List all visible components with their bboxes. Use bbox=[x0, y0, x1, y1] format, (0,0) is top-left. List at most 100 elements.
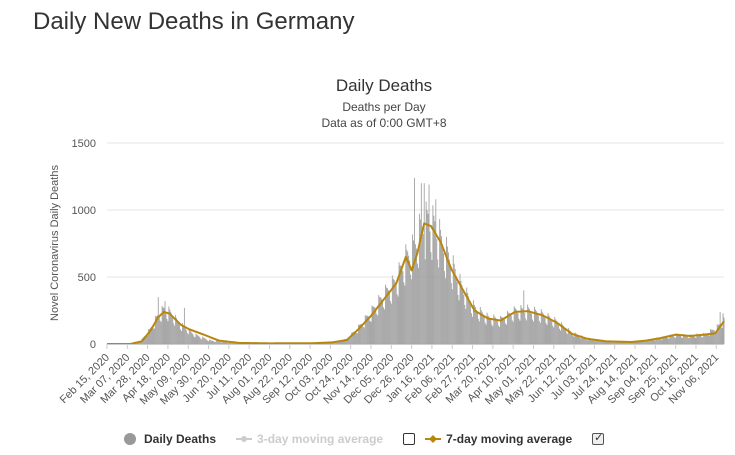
daily-deaths-bar[interactable] bbox=[366, 315, 368, 344]
daily-deaths-bar[interactable] bbox=[520, 305, 522, 344]
daily-deaths-bar[interactable] bbox=[223, 341, 225, 344]
daily-deaths-bar[interactable] bbox=[403, 282, 405, 344]
daily-deaths-bar[interactable] bbox=[178, 322, 179, 344]
daily-deaths-bar[interactable] bbox=[162, 307, 164, 344]
daily-deaths-bar[interactable] bbox=[661, 339, 663, 344]
daily-deaths-bar[interactable] bbox=[539, 322, 541, 344]
daily-deaths-bar[interactable] bbox=[181, 330, 182, 344]
daily-deaths-bar[interactable] bbox=[379, 296, 381, 344]
daily-deaths-bar[interactable] bbox=[602, 340, 604, 344]
daily-deaths-bar[interactable] bbox=[703, 332, 705, 344]
daily-deaths-bar[interactable] bbox=[409, 260, 411, 344]
daily-deaths-bar[interactable] bbox=[681, 337, 682, 344]
daily-deaths-bar[interactable] bbox=[161, 305, 163, 344]
daily-deaths-bar[interactable] bbox=[711, 329, 713, 344]
daily-deaths-bar[interactable] bbox=[568, 329, 570, 344]
daily-deaths-bar[interactable] bbox=[488, 316, 490, 344]
daily-deaths-bar[interactable] bbox=[459, 273, 461, 344]
daily-deaths-bar[interactable] bbox=[191, 333, 193, 344]
daily-deaths-bar[interactable] bbox=[690, 334, 692, 344]
daily-deaths-bar[interactable] bbox=[496, 319, 498, 344]
daily-deaths-bar[interactable] bbox=[722, 313, 724, 344]
daily-deaths-bar[interactable] bbox=[617, 341, 619, 344]
daily-deaths-bar[interactable] bbox=[671, 335, 673, 344]
daily-deaths-bar[interactable] bbox=[138, 342, 140, 344]
daily-deaths-bar[interactable] bbox=[631, 341, 633, 344]
daily-deaths-bar[interactable] bbox=[369, 320, 371, 344]
daily-deaths-bar[interactable] bbox=[620, 342, 621, 344]
daily-deaths-bar[interactable] bbox=[215, 340, 217, 344]
daily-deaths-bar[interactable] bbox=[562, 324, 563, 344]
daily-deaths-bar[interactable] bbox=[654, 340, 656, 344]
daily-deaths-bar[interactable] bbox=[570, 332, 572, 344]
daily-deaths-bar[interactable] bbox=[169, 309, 171, 344]
daily-deaths-bar[interactable] bbox=[528, 307, 530, 344]
daily-deaths-bar[interactable] bbox=[433, 215, 435, 344]
daily-deaths-bar[interactable] bbox=[360, 324, 362, 344]
daily-deaths-bar[interactable] bbox=[658, 338, 660, 344]
daily-deaths-bar[interactable] bbox=[652, 339, 654, 344]
daily-deaths-bar[interactable] bbox=[674, 337, 676, 344]
daily-deaths-bar[interactable] bbox=[613, 342, 615, 344]
daily-deaths-bar[interactable] bbox=[437, 259, 439, 344]
daily-deaths-bar[interactable] bbox=[410, 274, 412, 344]
daily-deaths-bar[interactable] bbox=[336, 342, 338, 344]
daily-deaths-bar[interactable] bbox=[446, 236, 447, 344]
daily-deaths-bar[interactable] bbox=[535, 311, 537, 344]
daily-deaths-bar[interactable] bbox=[571, 333, 573, 344]
daily-deaths-bar[interactable] bbox=[216, 341, 218, 344]
daily-deaths-bar[interactable] bbox=[627, 342, 629, 345]
daily-deaths-bar[interactable] bbox=[679, 335, 680, 344]
daily-deaths-bar[interactable] bbox=[499, 327, 501, 344]
daily-deaths-bar[interactable] bbox=[357, 333, 358, 344]
daily-deaths-bar[interactable] bbox=[529, 309, 531, 344]
daily-deaths-bar[interactable] bbox=[157, 297, 159, 344]
daily-deaths-bar[interactable] bbox=[670, 335, 672, 344]
daily-deaths-bar[interactable] bbox=[574, 332, 576, 344]
daily-deaths-bar[interactable] bbox=[212, 341, 214, 344]
daily-deaths-bar[interactable] bbox=[377, 315, 379, 344]
daily-deaths-bar[interactable] bbox=[466, 287, 468, 344]
daily-deaths-bar[interactable] bbox=[632, 341, 634, 344]
daily-deaths-bar[interactable] bbox=[513, 306, 515, 344]
daily-deaths-bar[interactable] bbox=[664, 336, 666, 344]
daily-deaths-bar[interactable] bbox=[384, 309, 385, 344]
daily-deaths-bar[interactable] bbox=[656, 338, 658, 344]
daily-deaths-bar[interactable] bbox=[469, 300, 471, 344]
daily-deaths-bar[interactable] bbox=[546, 325, 548, 344]
daily-deaths-bar[interactable] bbox=[580, 338, 582, 344]
daily-deaths-bar[interactable] bbox=[150, 327, 151, 344]
daily-deaths-bar[interactable] bbox=[429, 231, 431, 344]
daily-deaths-bar[interactable] bbox=[224, 342, 226, 344]
daily-deaths-bar[interactable] bbox=[411, 279, 413, 344]
daily-deaths-bar[interactable] bbox=[720, 325, 722, 344]
daily-deaths-bar[interactable] bbox=[434, 221, 436, 344]
daily-deaths-bar[interactable] bbox=[659, 338, 661, 344]
daily-deaths-bar[interactable] bbox=[478, 321, 480, 344]
daily-deaths-bar[interactable] bbox=[217, 341, 219, 344]
daily-deaths-bar[interactable] bbox=[676, 333, 678, 344]
daily-deaths-bar[interactable] bbox=[193, 336, 195, 344]
daily-deaths-bar[interactable] bbox=[495, 317, 497, 344]
daily-deaths-bar[interactable] bbox=[540, 309, 542, 344]
daily-deaths-bar[interactable] bbox=[550, 319, 552, 344]
daily-deaths-bar[interactable] bbox=[358, 324, 359, 344]
daily-deaths-bar[interactable] bbox=[451, 289, 453, 344]
daily-deaths-bar[interactable] bbox=[494, 316, 496, 344]
daily-deaths-bar[interactable] bbox=[477, 318, 479, 344]
daily-deaths-bar[interactable] bbox=[149, 328, 150, 344]
daily-deaths-bar[interactable] bbox=[187, 334, 189, 344]
daily-deaths-bar[interactable] bbox=[347, 338, 349, 344]
daily-deaths-bar[interactable] bbox=[493, 314, 495, 344]
daily-deaths-bar[interactable] bbox=[172, 317, 174, 344]
daily-deaths-bar[interactable] bbox=[146, 336, 148, 344]
daily-deaths-bar[interactable] bbox=[505, 323, 506, 344]
daily-deaths-bar[interactable] bbox=[616, 341, 618, 344]
daily-deaths-bar[interactable] bbox=[443, 253, 444, 344]
daily-deaths-bar[interactable] bbox=[378, 295, 380, 344]
daily-deaths-bar[interactable] bbox=[607, 342, 609, 344]
daily-deaths-bar[interactable] bbox=[425, 201, 427, 344]
daily-deaths-bar[interactable] bbox=[508, 313, 510, 344]
checkbox-3day-average[interactable] bbox=[403, 433, 416, 445]
daily-deaths-bar[interactable] bbox=[393, 279, 395, 344]
